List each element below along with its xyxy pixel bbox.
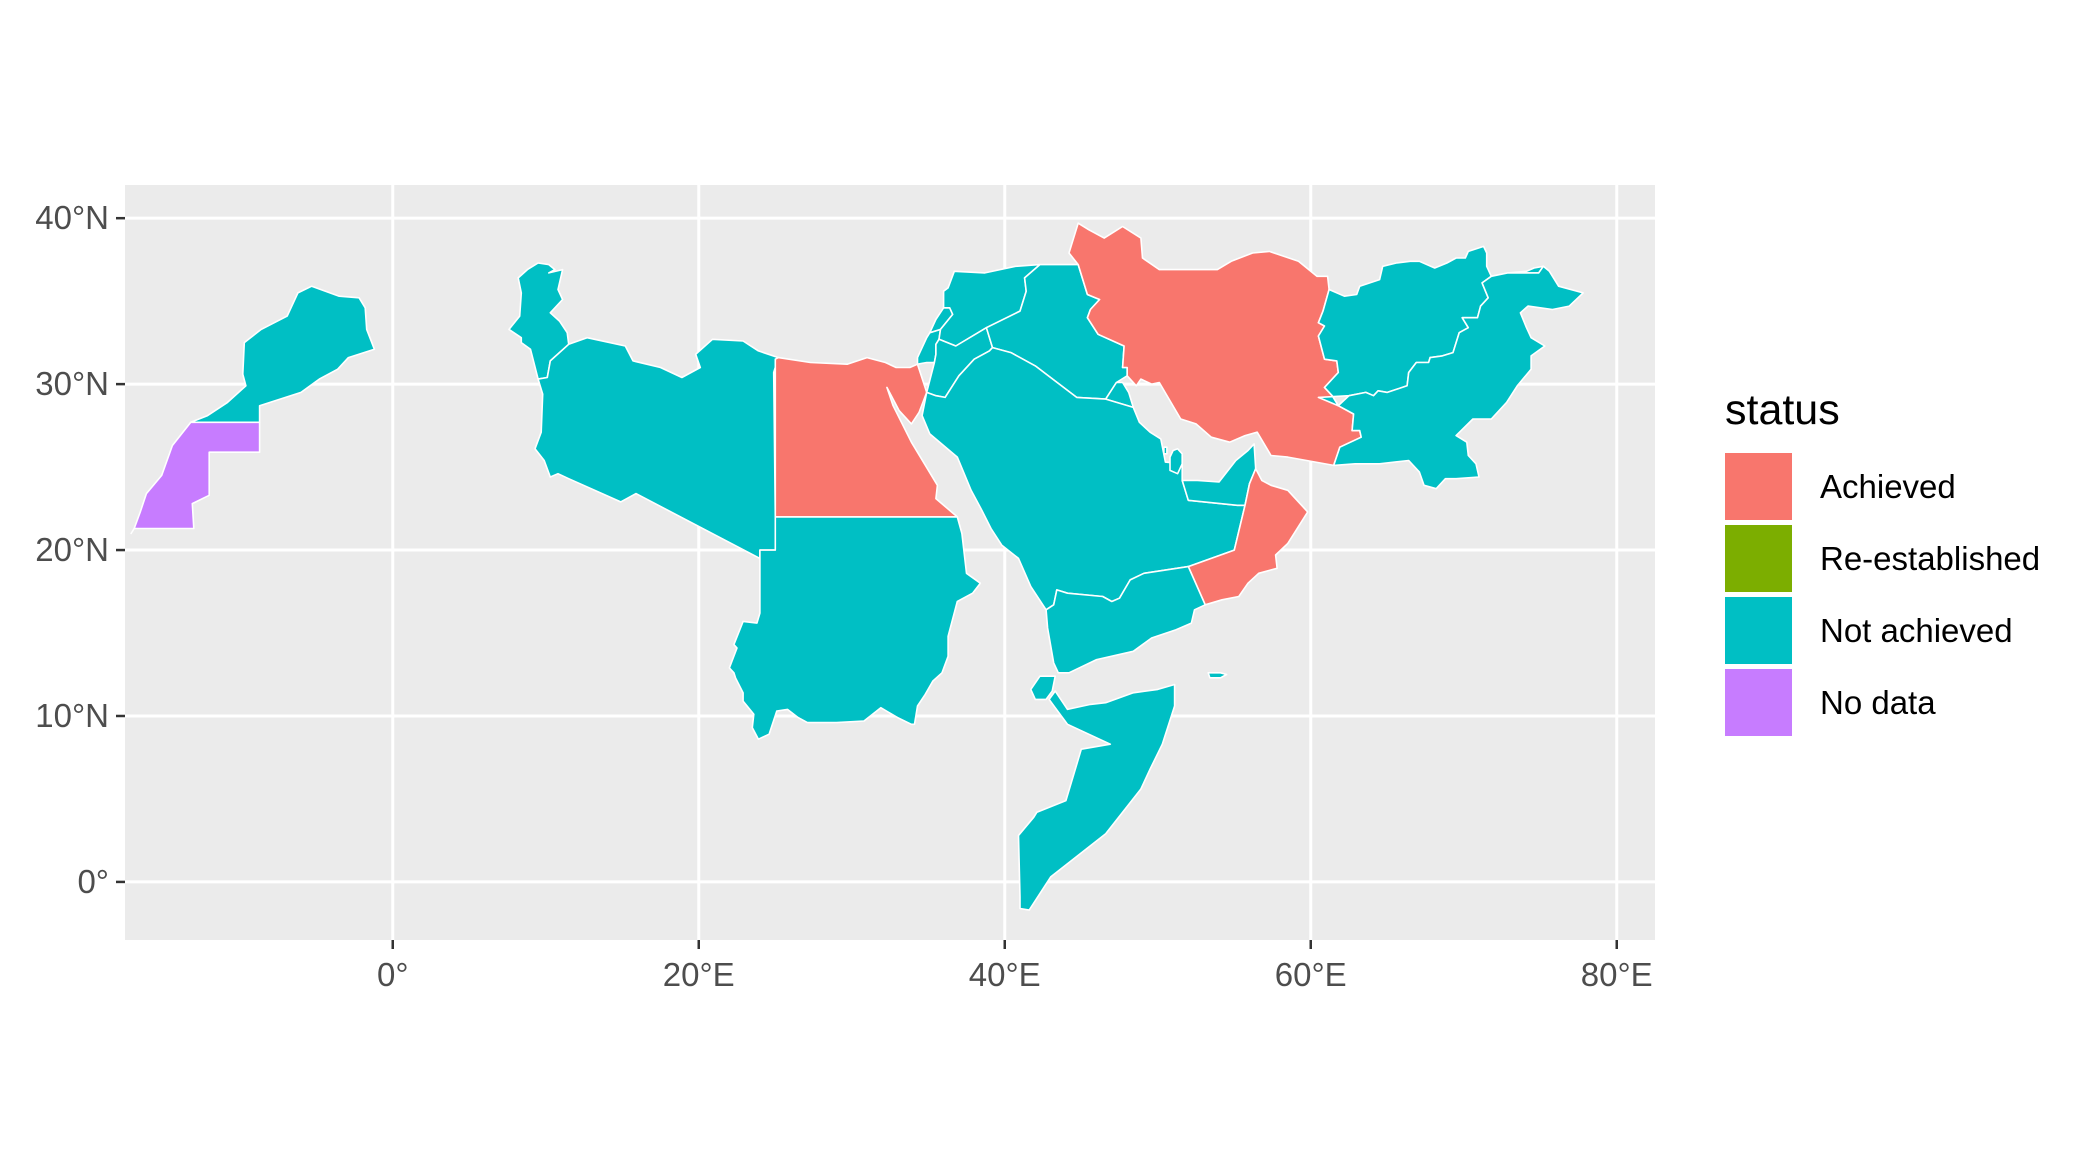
- country-yemen: [1045, 565, 1206, 674]
- country-oman: [1187, 467, 1309, 606]
- country-somalia: [1017, 683, 1176, 911]
- x-axis: 0° 20°E 40°E 60°E 80°E: [377, 940, 1653, 993]
- country-qatar: [1169, 448, 1183, 475]
- y-tick-label: 30°N: [35, 365, 109, 402]
- legend-key-not_achieved: [1725, 597, 1792, 664]
- y-tick-label: 0°: [77, 863, 109, 900]
- legend-key-achieved: [1725, 453, 1792, 520]
- x-tick-label: 40°E: [969, 956, 1041, 993]
- legend-key-no_data: [1725, 669, 1792, 736]
- x-tick-label: 20°E: [663, 956, 735, 993]
- x-tick-label: 80°E: [1581, 956, 1653, 993]
- y-axis: 0° 10°N 20°N 30°N 40°N: [35, 199, 125, 900]
- country-united-arab-emirates: [1181, 443, 1257, 507]
- x-tick-label: 0°: [377, 956, 409, 993]
- legend-entries: Achieved Re-established Not achieved No dat…: [1725, 453, 2040, 736]
- x-tick-label: 60°E: [1275, 956, 1347, 993]
- country-western-sahara: [130, 421, 261, 535]
- y-tick-label: 40°N: [35, 199, 109, 236]
- legend-label-achieved: Achieved: [1820, 468, 1956, 505]
- country-pakistan: [1332, 265, 1584, 490]
- legend-label-not_achieved: Not achieved: [1820, 612, 2013, 649]
- country-polygons: [130, 222, 1584, 911]
- legend-label-no_data: No data: [1820, 684, 1936, 721]
- country-bahrain: [1163, 446, 1168, 455]
- country-socotra: [1207, 672, 1228, 679]
- legend: status Achieved Re-established Not achieve…: [1725, 386, 2040, 736]
- legend-title: status: [1725, 386, 1840, 434]
- y-tick-label: 10°N: [35, 697, 109, 734]
- legend-label-reestablished: Re-established: [1820, 540, 2040, 577]
- country-morocco: [190, 285, 376, 424]
- country-sudan: [728, 516, 982, 740]
- country-djibouti: [1030, 675, 1056, 701]
- legend-key-reestablished: [1725, 525, 1792, 592]
- country-tunisia: [508, 262, 570, 380]
- y-tick-label: 20°N: [35, 531, 109, 568]
